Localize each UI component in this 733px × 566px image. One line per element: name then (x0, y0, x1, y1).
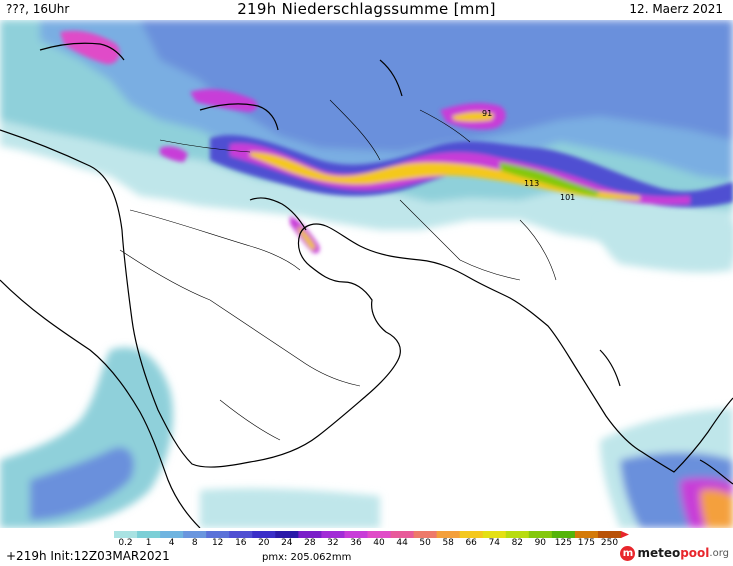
legend-swatch (528, 531, 553, 538)
brand-logo[interactable]: m meteo pool .org (620, 544, 729, 562)
legend-label: 58 (442, 538, 454, 548)
legend-swatch (574, 531, 599, 538)
precip-band-main (60, 30, 733, 254)
legend-label: 4 (168, 538, 175, 548)
legend-swatch (298, 531, 322, 538)
legend-label: 90 (534, 538, 547, 548)
legend-swatch (436, 531, 461, 538)
color-legend (114, 531, 629, 538)
legend-swatch (114, 531, 138, 538)
legend-swatch (482, 531, 507, 538)
map-title: 219h Niederschlagssumme [mm] (237, 0, 496, 18)
annotation-113: 113 (524, 179, 539, 188)
header: ???, 16Uhr 219h Niederschlagssumme [mm] … (0, 0, 733, 20)
legend-swatch (321, 531, 345, 538)
precipitation-map: 113 101 91 (0, 20, 733, 528)
legend-label: 32 (327, 538, 339, 548)
legend-swatch (252, 531, 276, 538)
legend-swatch (137, 531, 161, 538)
legend-swatch (390, 531, 415, 538)
legend-label: 12 (211, 538, 224, 548)
legend-swatch (275, 531, 299, 538)
max-precip-label: pmx: 205.062mm (262, 552, 352, 563)
legend-label: 28 (304, 538, 316, 548)
legend-label: 66 (465, 538, 477, 548)
valid-date-label: 12. Maerz 2021 (629, 2, 723, 16)
map-canvas: 113 101 91 (0, 20, 733, 528)
legend-swatch (413, 531, 438, 538)
legend-swatch (183, 531, 207, 538)
annotation-91: 91 (482, 109, 492, 118)
legend-swatch (160, 531, 184, 538)
legend-swatch (597, 531, 622, 538)
init-time-label: +219h Init:12Z03MAR2021 (6, 549, 170, 563)
legend-label: 1 (145, 538, 152, 548)
legend-label: 250 (600, 538, 619, 548)
legend-swatch (505, 531, 530, 538)
legend-swatch (367, 531, 392, 538)
valid-time-label: ???, 16Uhr (6, 2, 70, 16)
country-borders (119, 99, 557, 441)
legend-label: 16 (235, 538, 247, 548)
legend-label: 50 (419, 538, 431, 548)
max-value-annotations: 113 101 91 (482, 109, 575, 202)
legend-label: 82 (511, 538, 524, 548)
brand-text-2: pool (680, 546, 710, 560)
coastlines (0, 42, 733, 528)
precip-south-field (0, 218, 733, 528)
legend-label: 24 (281, 538, 293, 548)
annotation-101: 101 (560, 193, 575, 202)
legend-overflow-arrow (621, 531, 629, 538)
legend-color-scale (114, 531, 629, 538)
legend-label: 8 (191, 538, 198, 548)
legend-label: 36 (350, 538, 362, 548)
legend-swatch (551, 531, 576, 538)
legend-swatch (229, 531, 253, 538)
legend-swatch (344, 531, 368, 538)
legend-swatch (459, 531, 484, 538)
legend-label: 175 (577, 538, 595, 548)
legend-label: 0.2 (118, 538, 133, 548)
meteopool-logo-icon: m (620, 545, 636, 561)
legend-label: 44 (396, 538, 408, 548)
legend-label: 20 (258, 538, 270, 548)
brand-text-1: meteo (637, 546, 681, 560)
legend-swatch (206, 531, 230, 538)
footer: 0.2 1 4 8 12 16 20 24 28 32 36 40 44 50 58 66 74 82 90 125 1… (0, 528, 733, 566)
legend-label: 40 (373, 538, 385, 548)
legend-label: 125 (554, 538, 572, 548)
brand-text-3: .org (709, 547, 729, 559)
legend-label: 74 (488, 538, 501, 548)
